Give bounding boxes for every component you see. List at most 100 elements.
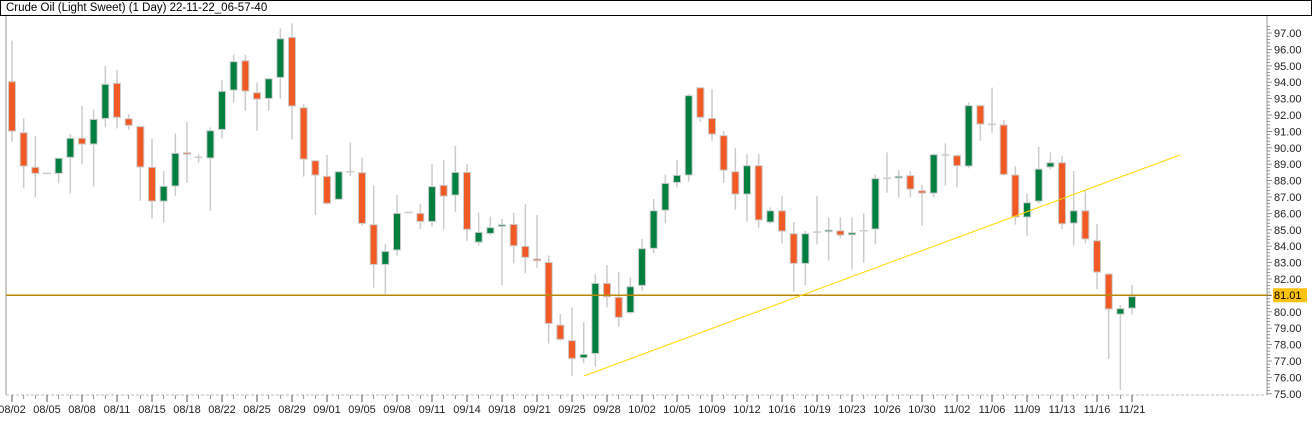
candle xyxy=(393,195,402,256)
candle xyxy=(218,80,227,139)
y-tick-label: 90.00 xyxy=(1274,143,1302,155)
candle xyxy=(89,109,98,187)
x-tick-label: 11/13 xyxy=(1049,404,1076,416)
candle-body-up xyxy=(381,250,390,265)
candle xyxy=(719,131,728,183)
candle xyxy=(836,217,845,239)
candle-body-up xyxy=(626,286,635,313)
y-tick-label: 96.00 xyxy=(1274,44,1302,56)
candle-body-down xyxy=(918,190,927,194)
candle-body-down xyxy=(544,261,553,324)
candle xyxy=(171,133,180,196)
candle-body-up xyxy=(101,83,110,119)
x-tick-label: 10/26 xyxy=(873,404,901,416)
candle-body-up xyxy=(766,210,775,223)
candle-body-up xyxy=(579,353,588,359)
candle-body-down xyxy=(439,184,448,197)
candle xyxy=(661,174,670,224)
candle xyxy=(54,157,63,184)
candle-body-down xyxy=(253,92,262,100)
candle-body-down xyxy=(568,340,577,359)
y-tick-label: 79.00 xyxy=(1274,323,1302,335)
candle-body-down xyxy=(731,171,740,195)
candle-body-up xyxy=(66,137,75,158)
candle xyxy=(486,216,495,236)
candle xyxy=(463,164,472,241)
candle xyxy=(976,105,985,141)
candle-body-down xyxy=(1093,240,1102,273)
candle xyxy=(894,170,903,198)
candle-body-up xyxy=(264,78,273,99)
candle-body-up xyxy=(743,165,752,195)
candle xyxy=(871,174,880,245)
y-tick-label: 80.00 xyxy=(1274,307,1302,319)
x-tick-label: 10/05 xyxy=(663,404,691,416)
candle-body-down xyxy=(836,230,845,236)
y-tick-label: 94.00 xyxy=(1274,77,1302,89)
candle-body-up xyxy=(929,154,938,194)
candle-body-down xyxy=(603,282,612,298)
candle xyxy=(381,244,390,295)
candle-body-down xyxy=(416,212,425,222)
candle-body-down xyxy=(999,124,1008,175)
x-tick-label: 08/25 xyxy=(243,404,271,416)
x-tick-label: 08/22 xyxy=(208,404,236,416)
candle-body-up xyxy=(428,186,437,222)
candle xyxy=(778,196,787,244)
candle-body-down xyxy=(241,60,250,92)
x-tick-label: 11/06 xyxy=(979,404,1006,416)
candle xyxy=(253,82,262,131)
candle xyxy=(708,89,717,141)
candle xyxy=(673,160,682,188)
candle xyxy=(8,40,16,142)
x-tick-label: 10/16 xyxy=(768,404,796,416)
candle-body-down xyxy=(509,223,518,247)
x-tick-label: 09/01 xyxy=(313,404,341,416)
y-tick-label: 85.00 xyxy=(1274,225,1302,237)
x-tick-label: 10/09 xyxy=(698,404,726,416)
candle xyxy=(1069,171,1078,246)
candle-body-up xyxy=(1069,210,1078,224)
candle xyxy=(229,54,238,103)
candle xyxy=(358,157,367,226)
candle-body-up xyxy=(1023,202,1032,218)
candle-body-up xyxy=(206,130,215,159)
candle-body-up xyxy=(486,227,495,234)
candle-body-up xyxy=(451,171,460,196)
candle-body-down xyxy=(696,87,705,118)
y-tick-label: 88.00 xyxy=(1274,176,1302,188)
candle xyxy=(299,104,308,177)
candle xyxy=(731,147,740,211)
candle xyxy=(183,121,192,183)
candle xyxy=(439,160,448,230)
candle-body-down xyxy=(906,175,915,190)
candle xyxy=(906,171,915,198)
x-tick-label: 09/18 xyxy=(488,404,516,416)
x-tick-label: 09/14 xyxy=(453,404,481,416)
candle xyxy=(1081,190,1090,244)
y-tick-label: 97.00 xyxy=(1274,28,1302,40)
candle xyxy=(848,217,857,270)
candle-body-down xyxy=(136,126,145,168)
candle xyxy=(1116,305,1125,391)
x-tick-label: 10/12 xyxy=(733,404,761,416)
candle xyxy=(696,87,705,122)
chart-title: Crude Oil (Light Sweet) (1 Day) 22-11-22… xyxy=(6,2,268,14)
candle xyxy=(649,198,658,254)
x-tick-label: 09/05 xyxy=(348,404,376,416)
candle xyxy=(288,23,297,140)
candle-body-down xyxy=(299,107,308,160)
x-tick-label: 10/30 xyxy=(908,404,936,416)
candle xyxy=(766,207,775,224)
candle-body-up xyxy=(673,174,682,183)
candle xyxy=(43,172,52,175)
candle-body-up xyxy=(229,61,238,91)
candle-body-up xyxy=(638,248,647,286)
candle-body-down xyxy=(19,132,28,167)
candle xyxy=(474,212,483,246)
candle xyxy=(988,87,997,133)
candle xyxy=(824,217,833,261)
candle-body-up xyxy=(276,38,285,78)
candle xyxy=(684,94,693,182)
